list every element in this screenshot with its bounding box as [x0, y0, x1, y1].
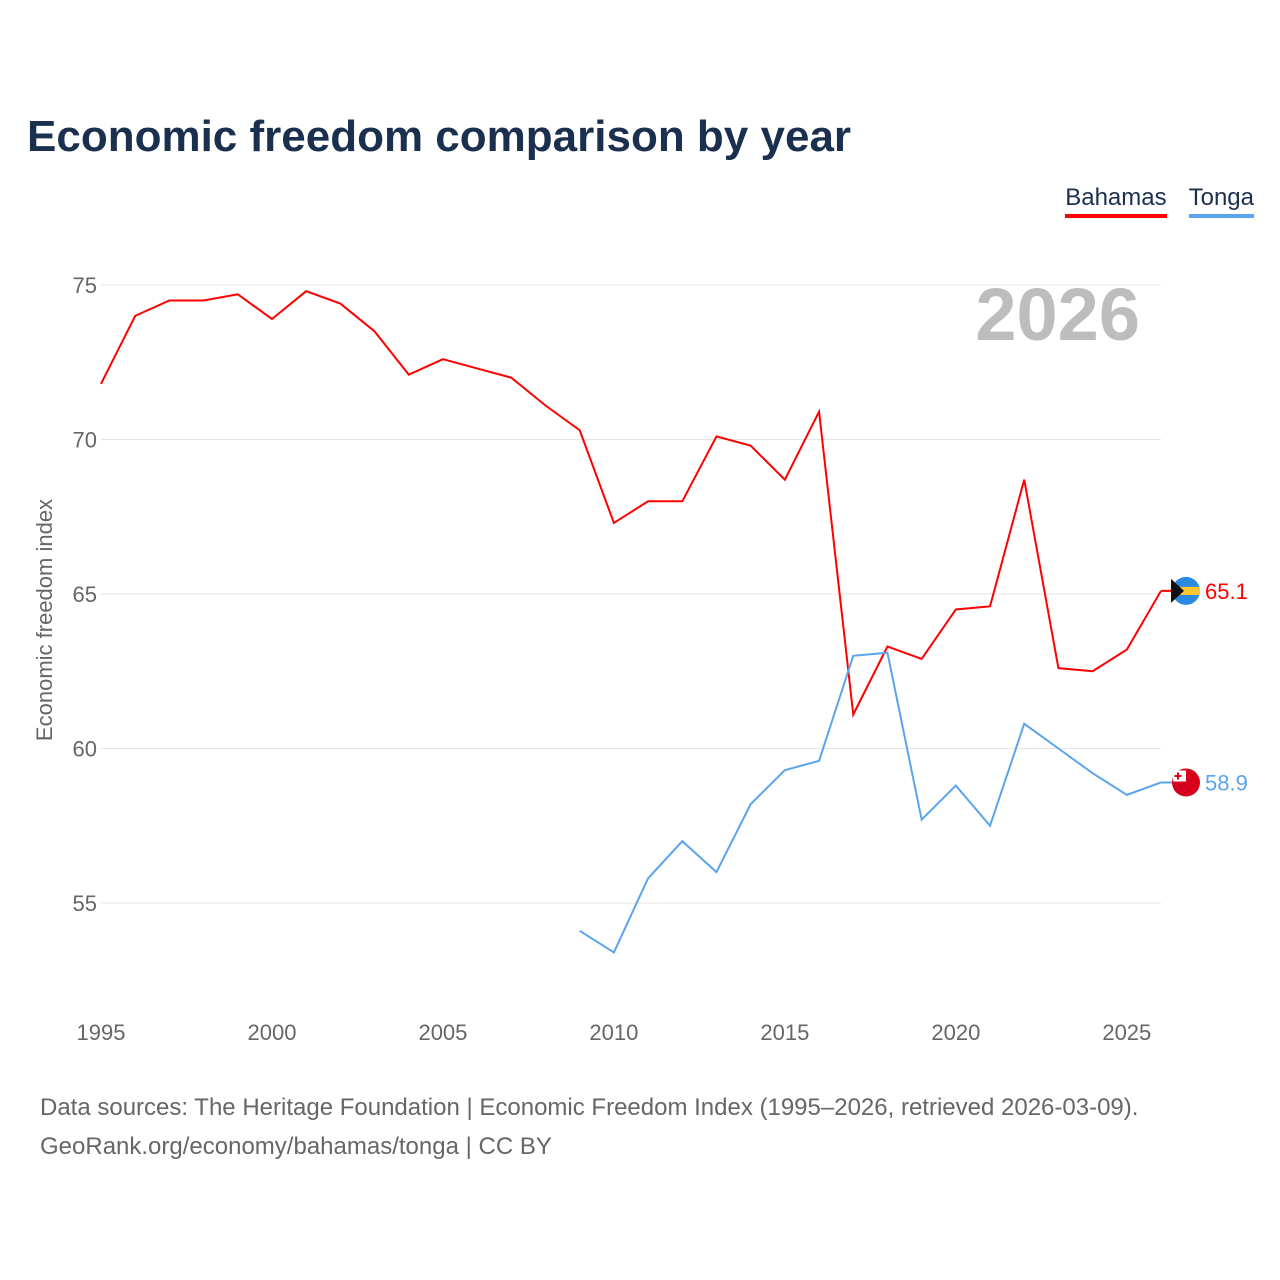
series-line-tonga: [579, 651, 1162, 954]
source-link[interactable]: GeoRank.org/economy/bahamas/tonga | CC B…: [40, 1133, 552, 1160]
legend-bahamas[interactable]: Bahamas: [1065, 184, 1167, 218]
x-tick-label: 1995: [77, 1020, 126, 1045]
y-tick-label: 60: [73, 737, 97, 762]
y-tick-label: 75: [73, 273, 97, 298]
data-source: Data sources: The Heritage Foundation | …: [40, 1094, 1139, 1121]
y-tick-label: 70: [73, 428, 97, 453]
legend: Bahamas Tonga: [1065, 184, 1254, 218]
y-tick-label: 55: [73, 891, 97, 916]
x-tick-label: 2000: [247, 1020, 296, 1045]
series-line-bahamas: [100, 290, 1162, 718]
tonga-flag-cross: [1174, 772, 1182, 780]
x-tick-label: 2020: [931, 1020, 980, 1045]
year-watermark: 2026: [975, 273, 1140, 356]
bahamas-flag-triangle: [1171, 578, 1184, 603]
y-tick-label: 65: [73, 582, 97, 607]
end-value-label: 58.9: [1205, 770, 1248, 795]
chart-title: Economic freedom comparison by year: [27, 112, 852, 161]
y-axis-label: Economic freedom index: [32, 499, 57, 741]
x-tick-label: 2005: [418, 1020, 467, 1045]
x-tick-label: 2010: [589, 1020, 638, 1045]
bahamas-flag-stripe: [1172, 586, 1200, 595]
footer: Data sources: The Heritage Foundation | …: [40, 1088, 1138, 1166]
x-tick-label: 2015: [760, 1020, 809, 1045]
legend-tonga[interactable]: Tonga: [1188, 184, 1254, 218]
x-tick-label: 2025: [1102, 1020, 1151, 1045]
end-value-label: 65.1: [1205, 579, 1248, 604]
